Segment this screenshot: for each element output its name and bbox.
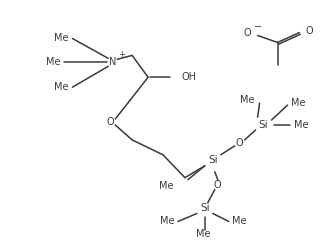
Text: Me: Me <box>54 82 69 92</box>
Text: Si: Si <box>259 120 268 130</box>
Text: Me: Me <box>232 216 246 226</box>
Text: O: O <box>305 26 313 35</box>
Text: Si: Si <box>200 202 210 213</box>
Text: Me: Me <box>46 57 60 67</box>
Text: Me: Me <box>54 33 69 44</box>
Text: O: O <box>107 117 114 127</box>
Text: O: O <box>236 138 244 148</box>
Text: OH: OH <box>182 72 197 82</box>
Text: Me: Me <box>161 216 175 226</box>
Text: +: + <box>118 50 125 59</box>
Text: Me: Me <box>292 98 306 108</box>
Text: O: O <box>214 180 222 190</box>
Text: −: − <box>254 22 262 31</box>
Text: Me: Me <box>160 181 174 191</box>
Text: Me: Me <box>294 120 309 130</box>
Text: Si: Si <box>208 155 218 165</box>
Text: Me: Me <box>240 95 255 105</box>
Text: N: N <box>109 57 116 67</box>
Text: Me: Me <box>196 229 210 239</box>
Text: O: O <box>243 28 251 37</box>
